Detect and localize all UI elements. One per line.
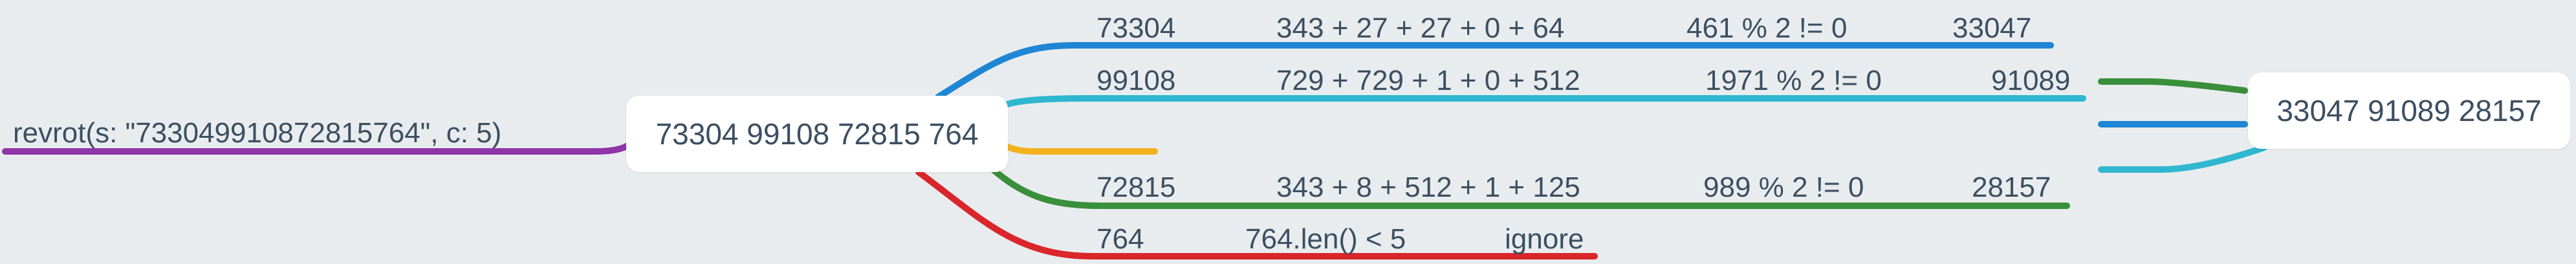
branch-chunk-label[interactable]: 73304 [1097,12,1176,44]
split-node[interactable]: 73304 99108 72815 764 [626,96,1008,172]
branch-result-label[interactable]: 33047 [1952,12,2032,44]
root-node-label[interactable]: revrot(s: "733049910872815764", c: 5) [13,117,502,149]
branch-result-label[interactable]: 28157 [1972,171,2051,203]
branch-result-label[interactable]: 91089 [1991,65,2071,96]
result-node-label: 33047 91089 28157 [2276,94,2542,127]
edge-branch-chunk-72815 [990,166,2070,209]
branch-parity-test-label[interactable]: 461 % 2 != 0 [1686,12,1848,44]
branch-cube-sum-label[interactable]: 729 + 729 + 1 + 0 + 512 [1276,65,1580,96]
edge-branch-chunk-99108 [1003,95,2086,108]
result-node[interactable]: 33047 91089 28157 [2248,72,2570,149]
branch-parity-test-label[interactable]: 1971 % 2 != 0 [1705,65,1882,96]
branch-chunk-label[interactable]: 764 [1097,223,1144,255]
split-node-label: 73304 99108 72815 764 [655,117,979,151]
edge-dangling [999,140,1158,155]
branch-parity-test-label[interactable]: 989 % 2 != 0 [1703,171,1864,203]
edge-branch-chunk-73304 [935,42,2054,100]
branch-cube-sum-label[interactable]: 343 + 8 + 512 + 1 + 125 [1276,171,1580,203]
branch-chunk-label[interactable]: 99108 [1097,65,1176,96]
edge-merge-28157 [2098,78,2248,94]
branch-length-check-label[interactable]: 764.len() < 5 [1245,223,1406,255]
branch-ignore-label[interactable]: ignore [1505,223,1584,255]
branch-cube-sum-label[interactable]: 343 + 27 + 27 + 0 + 64 [1276,12,1565,44]
edge-branch-chunk-764 [915,169,1598,259]
branch-chunk-label[interactable]: 72815 [1097,171,1176,203]
edge-merge-91089 [2098,144,2267,173]
